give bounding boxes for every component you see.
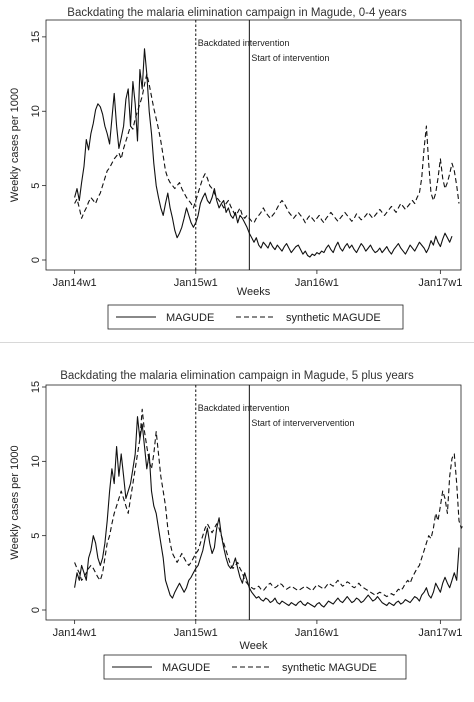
start-intervention-label: Start of intervention	[251, 53, 329, 63]
y-tick-label: 0	[30, 257, 42, 263]
panel-divider	[0, 342, 474, 343]
x-tick-label: Jan16w1	[295, 627, 339, 639]
legend-box	[103, 654, 407, 680]
series-line-magude	[74, 48, 453, 258]
chart-panel-5-plus-years: Backdating the malaria elimination campa…	[0, 350, 474, 697]
y-axis-label: Weekly cases per 1000	[9, 445, 21, 559]
y-tick-label: 15	[30, 31, 42, 43]
legend: MAGUDE synthetic MAGUDE	[107, 304, 404, 330]
x-axis-label: Week	[240, 640, 268, 652]
x-tick-label: Jan14w1	[53, 277, 97, 289]
backdated-intervention-label: Backdated intervention	[198, 38, 290, 48]
y-tick-label: 10	[30, 455, 42, 467]
y-tick-label: 0	[30, 607, 42, 613]
chart-panel-0-4-years: Backdating the malaria elimination campa…	[0, 0, 474, 340]
backdated-intervention-label: Backdated intervention	[198, 403, 290, 413]
y-tick-label: 15	[30, 381, 42, 393]
chart-title: Backdating the malaria elimination campa…	[60, 370, 414, 382]
legend-label-synthetic-magude: synthetic MAGUDE	[282, 662, 377, 674]
x-tick-label: Jan14w1	[53, 627, 97, 639]
series-line-synthetic-magude	[74, 408, 465, 598]
y-tick-label: 10	[30, 105, 42, 117]
series-line-synthetic-magude	[74, 73, 460, 224]
x-axis-label: Weeks	[237, 286, 271, 298]
legend: MAGUDE synthetic MAGUDE	[103, 654, 407, 680]
y-axis-label: Weekly cases per 1000	[9, 88, 21, 202]
x-tick-label: Jan15w1	[174, 627, 218, 639]
series-line-magude	[74, 416, 460, 608]
y-tick-label: 5	[30, 533, 42, 539]
legend-label-synthetic-magude: synthetic MAGUDE	[286, 312, 381, 324]
legend-label-magude: MAGUDE	[162, 662, 210, 674]
legend-label-magude: MAGUDE	[166, 312, 214, 324]
chart-title: Backdating the malaria elimination campa…	[67, 7, 407, 19]
plot-frame	[45, 19, 462, 271]
chart-0-4-years: Backdating the malaria elimination campa…	[9, 7, 462, 330]
y-tick-label: 5	[30, 183, 42, 189]
plot-frame	[45, 384, 462, 621]
start-intervention-label: Start of interververvention	[251, 418, 354, 428]
chart-5-plus-years: Backdating the malaria elimination campa…	[9, 370, 465, 680]
x-tick-label: Jan16w1	[295, 277, 339, 289]
x-tick-label: Jan17w1	[418, 627, 462, 639]
x-tick-label: Jan15w1	[174, 277, 218, 289]
x-tick-label: Jan17w1	[418, 277, 462, 289]
